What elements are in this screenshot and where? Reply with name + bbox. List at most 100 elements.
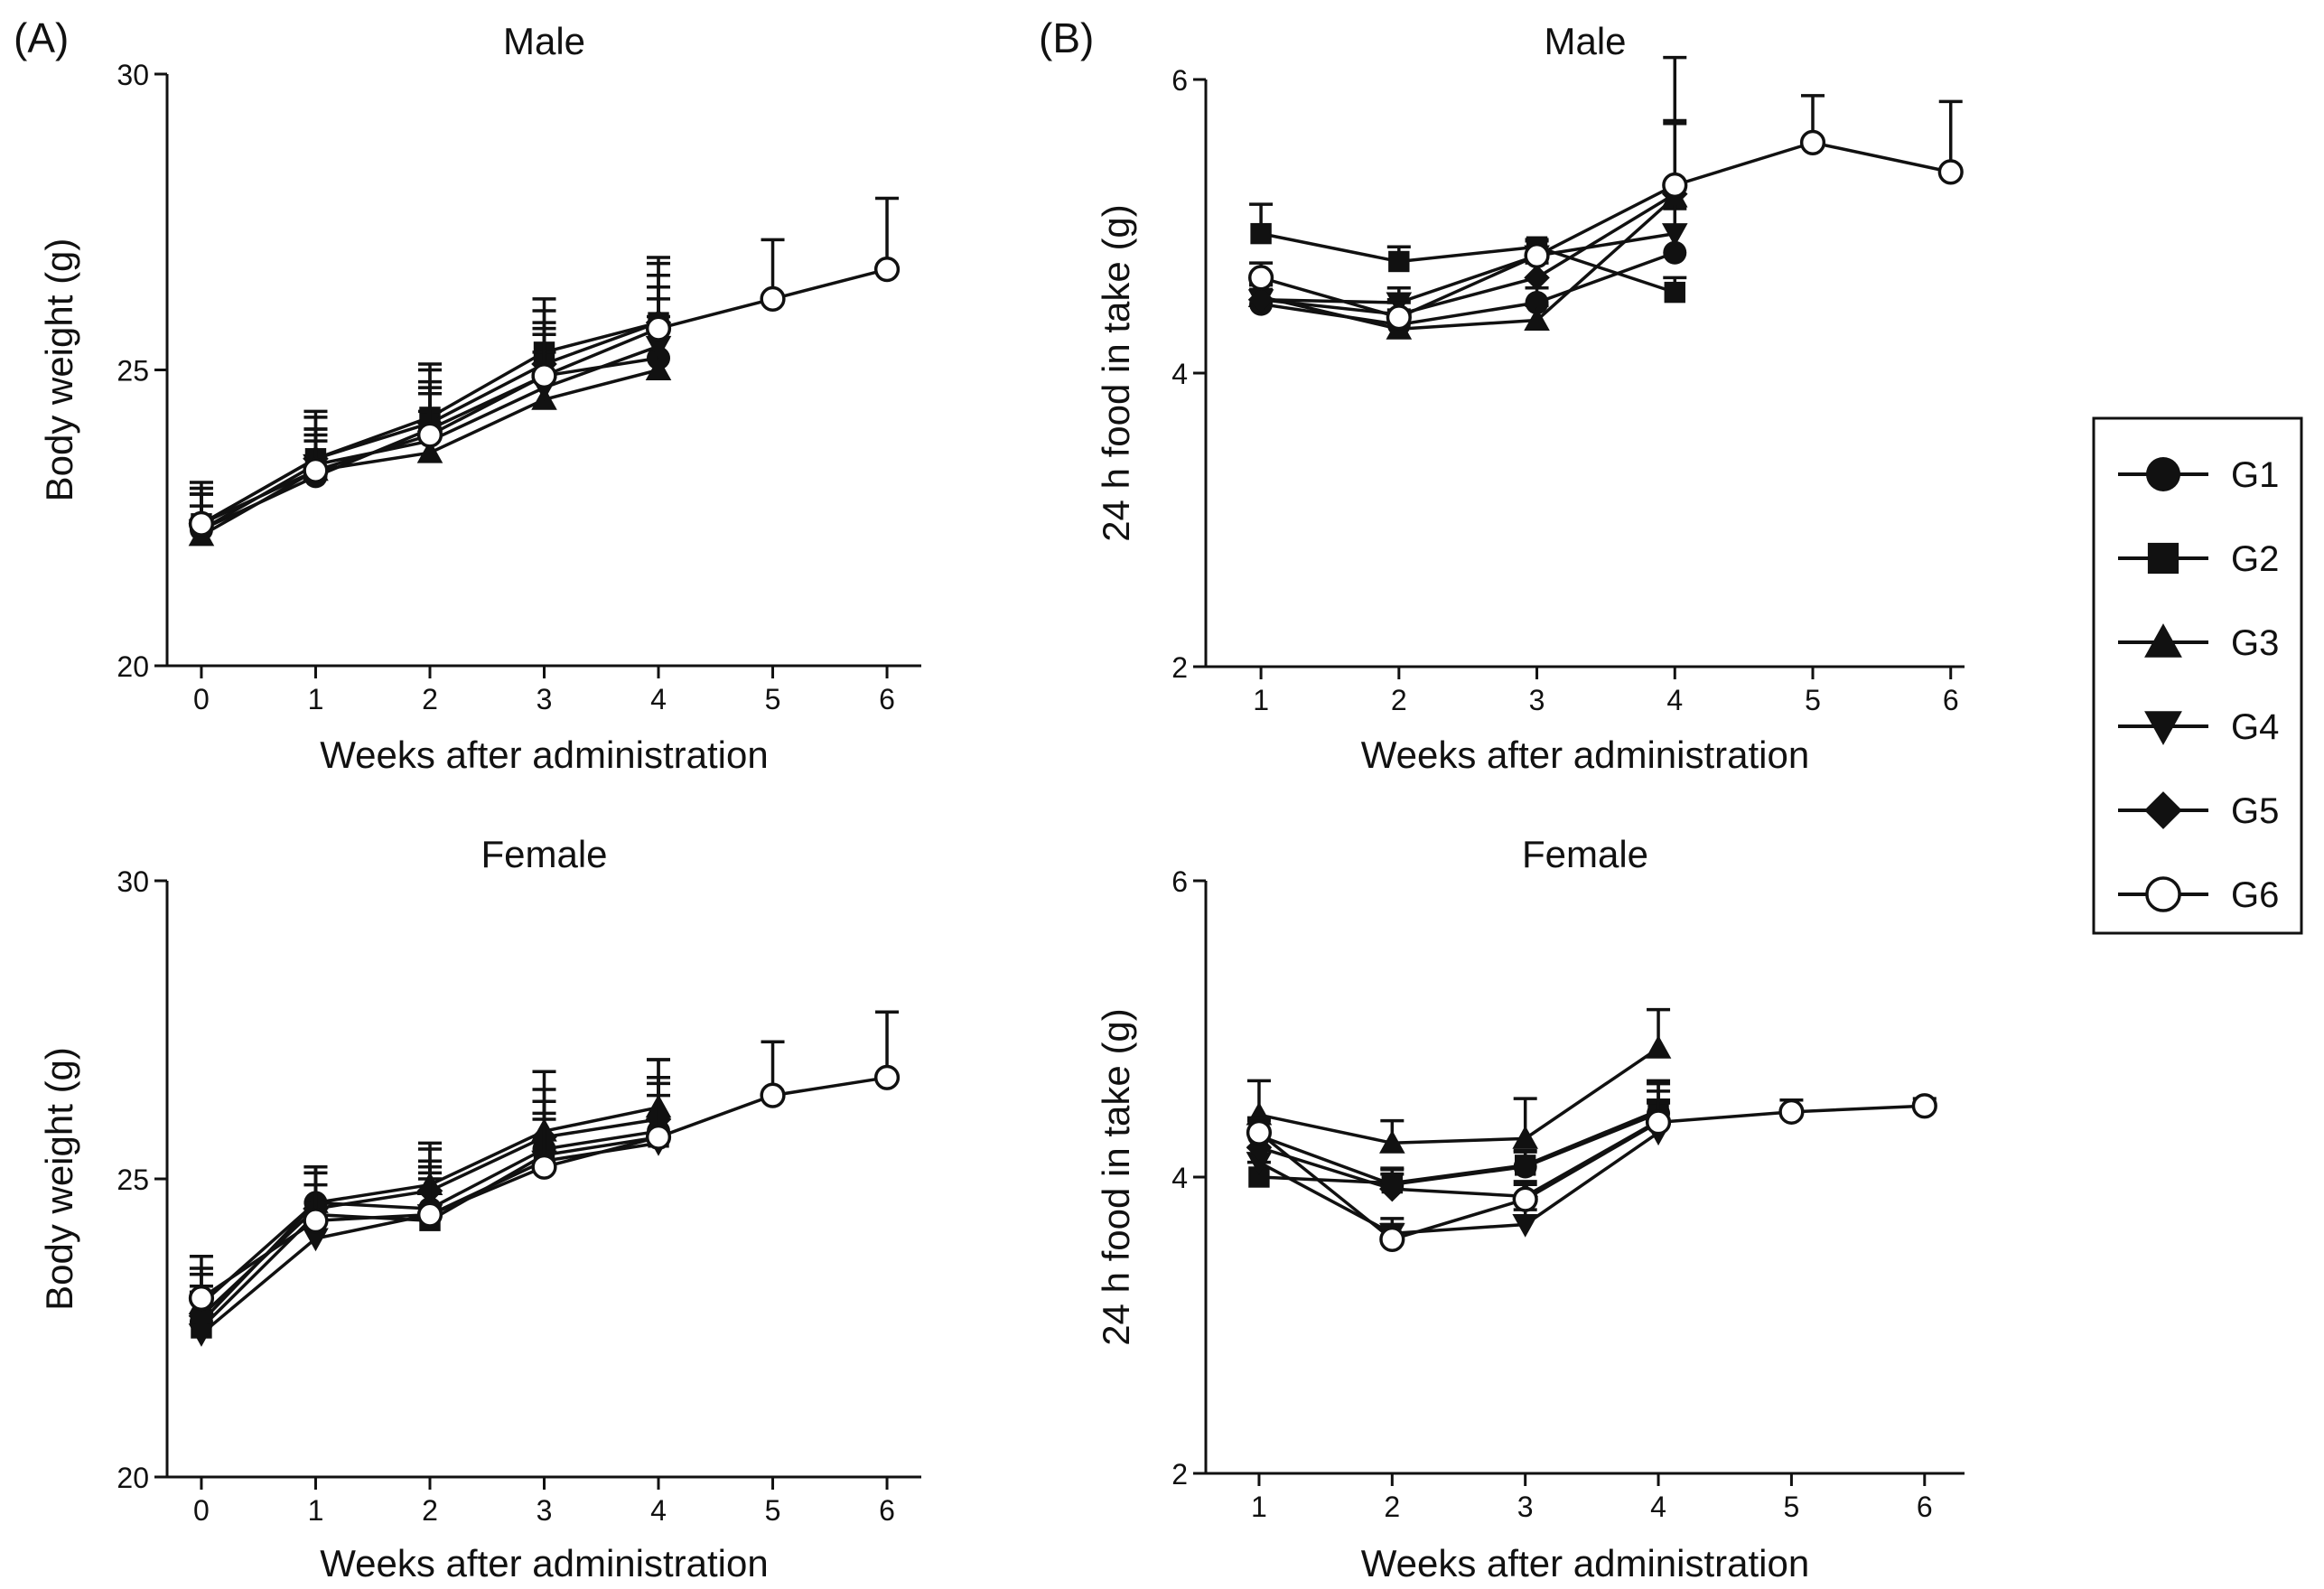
data-point [416, 1201, 443, 1228]
x-tick-label: 3 [1517, 1491, 1534, 1523]
series-line [1258, 1108, 1659, 1185]
legend-label: G5 [2231, 791, 2279, 831]
legend-label: G1 [2231, 455, 2279, 495]
data-point [1379, 1175, 1405, 1202]
y-tick-label: 25 [117, 355, 149, 388]
y-axis-label: Body weight (g) [38, 1047, 80, 1311]
data-point [531, 362, 557, 389]
x-tick-label: 1 [1253, 684, 1269, 716]
x-tick-label: 2 [422, 1494, 438, 1527]
data-point [1388, 250, 1410, 273]
series-g6 [188, 196, 901, 537]
data-point [1248, 1166, 1270, 1188]
x-tick-label: 2 [422, 683, 438, 715]
data-point [1937, 159, 1964, 185]
data-point [873, 1064, 901, 1090]
y-tick-label: 2 [1171, 1458, 1188, 1491]
data-point [188, 1285, 215, 1312]
x-tick-label: 1 [308, 1494, 324, 1527]
x-tick-label: 6 [1917, 1491, 1933, 1523]
x-axis-label: Weeks after administration [1361, 734, 1809, 776]
legend-label: G2 [2231, 539, 2279, 579]
chart-title: Male [1544, 20, 1626, 62]
chart-b-male: Male 2 4 6 1 2 3 4 5 6 Weeks after administration 2… [1095, 20, 1965, 776]
data-point [1247, 265, 1274, 291]
y-tick-label: 20 [117, 1462, 149, 1494]
data-point [645, 335, 672, 360]
y-axis-label: 24 h food in take (g) [1095, 204, 1137, 542]
y-tick-label: 30 [117, 59, 149, 91]
legend-item-g5: G5 [2118, 791, 2279, 831]
x-tick-label: 2 [1391, 684, 1407, 716]
x-tick-label: 4 [650, 683, 667, 715]
x-tick-label: 1 [1251, 1491, 1267, 1523]
data-point [760, 1082, 786, 1108]
data-point [1247, 286, 1274, 313]
data-point [188, 510, 215, 537]
data-point [873, 257, 901, 283]
x-tick-label: 5 [1784, 1491, 1800, 1523]
data-point [303, 1208, 329, 1234]
legend-marker-open-circle-icon [2145, 876, 2181, 912]
data-point [1246, 1119, 1273, 1145]
x-tick-label: 3 [537, 683, 553, 715]
legend-marker-square-icon [2147, 542, 2179, 575]
y-tick-label: 6 [1171, 64, 1188, 97]
legend-item-g2: G2 [2118, 539, 2279, 579]
legend-label: G6 [2231, 875, 2279, 915]
data-point [1379, 1129, 1405, 1154]
data-point [1645, 1109, 1672, 1136]
series-g6 [188, 1010, 901, 1312]
data-point [1662, 172, 1688, 199]
chart-a-male: Male 20 25 30 0 1 2 3 4 5 6 Weeks after administrat… [38, 20, 921, 776]
data-point [1778, 1098, 1805, 1125]
x-tick-label: 5 [765, 683, 781, 715]
series-line [1258, 1046, 1660, 1145]
data-point [1911, 1093, 1937, 1119]
data-point [531, 1154, 557, 1180]
y-tick-label: 2 [1171, 651, 1188, 684]
legend-box [2092, 416, 2303, 935]
data-point [1512, 1186, 1538, 1212]
data-point [1379, 1226, 1405, 1252]
x-tick-label: 3 [1529, 684, 1545, 716]
legend-marker-diamond-icon [2144, 791, 2182, 829]
data-point [1524, 242, 1550, 269]
data-point [1663, 240, 1687, 265]
data-point [1524, 265, 1550, 291]
y-axis-label: Body weight (g) [38, 238, 80, 502]
chart-a-female: Female 20 25 30 0 1 2 3 4 5 6 Weeks after administr… [38, 833, 921, 1584]
data-point [645, 1124, 672, 1150]
data-point [1525, 291, 1549, 314]
panel-label-a: (A) [14, 14, 69, 61]
data-point [645, 357, 672, 380]
series-line [1260, 231, 1675, 294]
chart-title: Male [503, 20, 585, 62]
legend-item-g1: G1 [2118, 455, 2279, 495]
data-point [416, 422, 443, 448]
series-line [1258, 1131, 1660, 1236]
x-tick-label: 4 [1650, 1491, 1666, 1523]
x-tick-label: 6 [1943, 684, 1959, 716]
y-tick-label: 30 [117, 865, 149, 898]
data-point [1250, 222, 1272, 245]
chart-b-female: Female 2 4 6 1 2 3 4 5 6 Weeks after administratio… [1095, 833, 1965, 1584]
data-point [1512, 1126, 1538, 1149]
data-point [188, 1303, 215, 1330]
x-axis-label: Weeks after administration [1361, 1542, 1809, 1584]
x-tick-label: 4 [1666, 684, 1683, 716]
panel-label-b: (B) [1039, 14, 1094, 61]
legend-label: G3 [2231, 623, 2279, 663]
x-tick-label: 3 [537, 1494, 553, 1527]
y-tick-label: 25 [117, 1164, 149, 1196]
series-line [1257, 1104, 1925, 1241]
series-g3 [1246, 1007, 1672, 1154]
legend-marker-triangle-down-icon [2144, 711, 2182, 745]
series-g6 [1247, 55, 1964, 331]
x-tick-label: 6 [879, 683, 895, 715]
x-tick-label: 2 [1384, 1491, 1400, 1523]
y-axis-label: 24 h food in take (g) [1095, 1008, 1137, 1346]
data-point [1664, 281, 1685, 304]
data-point [1524, 307, 1550, 331]
x-tick-label: 0 [193, 1494, 210, 1527]
